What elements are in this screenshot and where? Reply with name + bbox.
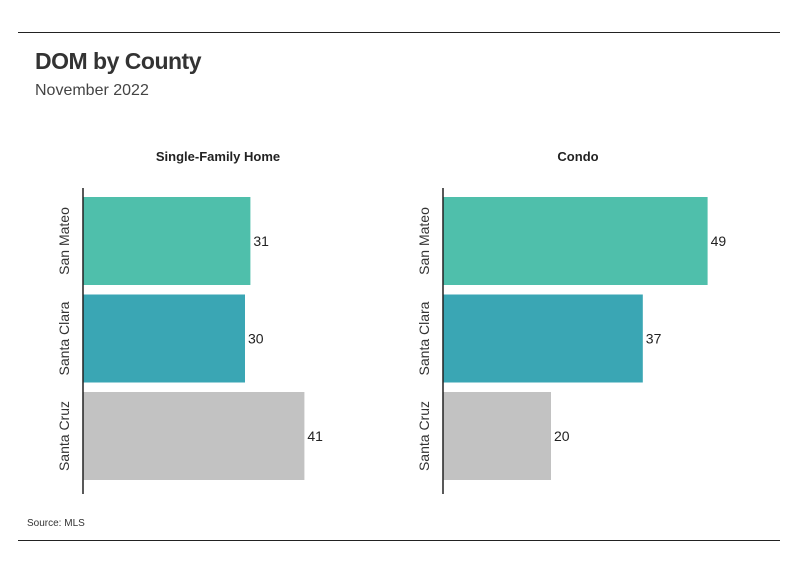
category-label-condo-san-mateo: San Mateo [416,207,432,275]
value-label-condo-san-mateo: 49 [711,233,727,249]
bar-condo-santa-clara [443,294,643,383]
category-label-condo-santa-cruz: Santa Cruz [416,401,432,471]
chart-subtitle: November 2022 [35,82,149,99]
bar-single-family-santa-cruz [83,392,305,480]
value-label-single-family-san-mateo: 31 [253,233,269,249]
bottom-rule [18,540,780,541]
bar-single-family-santa-clara [83,294,245,383]
category-label-single-family-santa-clara: Santa Clara [56,301,72,375]
value-label-condo-santa-clara: 37 [646,331,662,347]
source-note: Source: MLS [27,518,85,529]
value-label-single-family-santa-cruz: 41 [307,428,323,444]
bar-single-family-san-mateo [83,197,251,285]
bar-condo-santa-cruz [443,392,551,480]
value-label-single-family-santa-clara: 30 [248,331,264,347]
bar-condo-san-mateo [443,197,708,285]
category-label-condo-santa-clara: Santa Clara [416,301,432,375]
top-rule [18,32,780,33]
panel-title-condo: Condo [557,149,598,164]
category-label-single-family-san-mateo: San Mateo [56,207,72,275]
value-label-condo-santa-cruz: 20 [554,428,570,444]
panel-title-single-family: Single-Family Home [156,149,280,164]
chart-title: DOM by County [35,48,202,74]
category-label-single-family-santa-cruz: Santa Cruz [56,401,72,471]
